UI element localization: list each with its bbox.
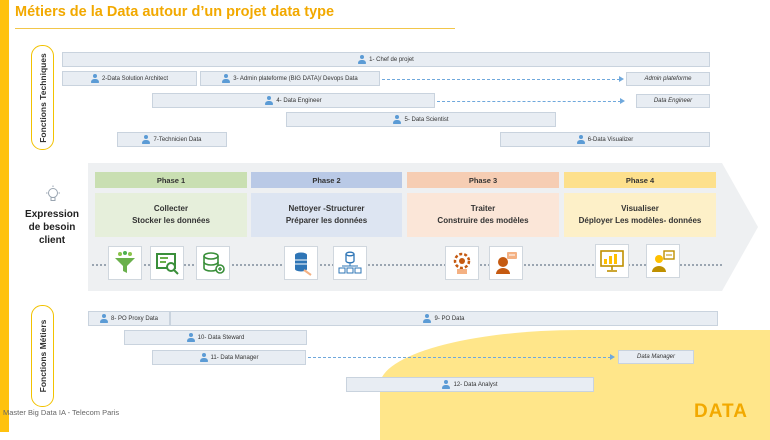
- person-icon: [142, 135, 151, 144]
- role-chef-de-projet: 1- Chef de projet: [62, 52, 710, 67]
- person-icon: [90, 74, 99, 83]
- arrow-head-icon: [619, 76, 624, 82]
- role-po-data: 9- PO Data: [170, 311, 718, 326]
- phase-3-body: Traiter Construire des modèles: [407, 193, 559, 237]
- structure-icon: [333, 246, 367, 280]
- phase-4-body: Visualiser Déployer Les modèles- données: [564, 193, 716, 237]
- role-data-scientist: 5- Data Scientist: [286, 112, 556, 127]
- person-icon: [265, 96, 274, 105]
- page-title: Métiers de la Data autour d’un projet da…: [15, 4, 335, 20]
- presenter-icon: [646, 244, 680, 278]
- model-person-icon: [489, 246, 523, 280]
- data-logo: DATA: [694, 401, 748, 422]
- expression-besoin-client: Expression de besoin client: [25, 209, 79, 246]
- arrow-head-icon: [610, 354, 615, 360]
- process-arrow-tip: [722, 163, 758, 291]
- role-data-manager: 11- Data Manager: [152, 350, 306, 365]
- data-manager-target: Data Manager: [618, 350, 694, 364]
- role-data-visualizer: 6-Data Visualizer: [500, 132, 710, 147]
- arrow-head-icon: [620, 98, 625, 104]
- technical-functions-label: Fonctions Techniques: [31, 45, 54, 150]
- admin-plateforme-target: Admin plateforme: [626, 72, 710, 86]
- role-data-steward: 10- Data Steward: [124, 330, 307, 345]
- role-po-proxy-data: 8- PO Proxy Data: [88, 311, 170, 326]
- phase-2-body: Nettoyer -Structurer Préparer les données: [251, 193, 402, 237]
- phase-1-body: Collecter Stocker les données: [95, 193, 247, 237]
- role-admin-plateforme: 3- Admin plateforme (BIG DATA)/ Devops D…: [200, 71, 380, 86]
- person-icon: [186, 333, 195, 342]
- accent-bar: [0, 0, 9, 432]
- person-icon: [576, 135, 585, 144]
- process-timeline: [92, 264, 722, 266]
- business-functions-label: Fonctions Métiers: [31, 305, 54, 407]
- database-add-icon: [196, 246, 230, 280]
- role-data-engineer: 4- Data Engineer: [152, 93, 435, 108]
- phase-1-header: Phase 1: [95, 172, 247, 188]
- dashboard-icon: [595, 244, 629, 278]
- data-manager-arrow: [308, 357, 611, 358]
- person-icon: [442, 380, 451, 389]
- person-icon: [99, 314, 108, 323]
- funnel-icon: [108, 246, 142, 280]
- person-icon: [358, 55, 367, 64]
- title-underline: [15, 28, 455, 29]
- technical-functions-text: Fonctions Techniques: [37, 52, 48, 143]
- role-data-solution-architect: 2-Data Solution Architect: [62, 71, 197, 86]
- model-gear-icon: [445, 246, 479, 280]
- footer-caption: Master Big Data IA - Telecom Paris: [3, 408, 120, 417]
- role-technicien-data: 7-Technicien Data: [117, 132, 227, 147]
- business-functions-text: Fonctions Métiers: [37, 319, 48, 393]
- phase-4-header: Phase 4: [564, 172, 716, 188]
- person-icon: [393, 115, 402, 124]
- inspect-icon: [150, 246, 184, 280]
- data-engineer-arrow: [437, 101, 621, 102]
- role-data-analyst: 12- Data Analyst: [346, 377, 594, 392]
- data-engineer-target: Data Engineer: [636, 94, 710, 108]
- person-icon: [222, 74, 231, 83]
- admin-plateforme-arrow: [382, 79, 620, 80]
- person-icon: [199, 353, 208, 362]
- phase-2-header: Phase 2: [251, 172, 402, 188]
- lightbulb-icon: [44, 185, 62, 203]
- person-icon: [423, 314, 432, 323]
- database-clean-icon: [284, 246, 318, 280]
- phase-3-header: Phase 3: [407, 172, 559, 188]
